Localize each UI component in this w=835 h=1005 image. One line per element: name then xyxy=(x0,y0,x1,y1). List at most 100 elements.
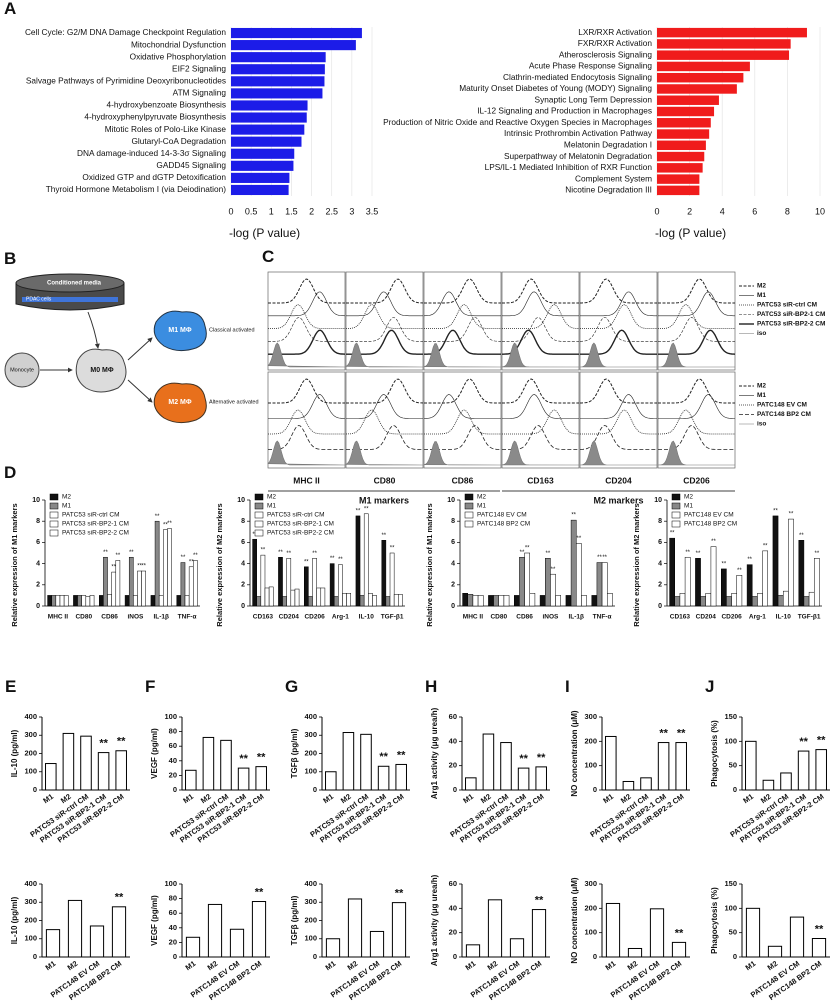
significance-label: ** xyxy=(239,753,248,765)
bar xyxy=(359,595,365,607)
bar xyxy=(657,151,705,162)
bar xyxy=(115,750,127,791)
y-tick-label: 60 xyxy=(449,712,457,721)
panel-letter: H xyxy=(425,677,437,696)
histogram-curve xyxy=(658,278,735,304)
significance-label: ** xyxy=(193,553,198,559)
bar xyxy=(767,945,783,958)
bar xyxy=(535,766,547,791)
y-axis-title: Phagocytosis (%) xyxy=(710,887,719,954)
histogram-panel xyxy=(579,271,658,371)
y-axis-title: Arg1 activity (μg urea/h) xyxy=(430,707,439,799)
legend-label: M1 xyxy=(757,392,766,399)
y-tick-label: 150 xyxy=(724,879,737,888)
histogram-curve xyxy=(580,409,657,435)
monocyte-cell xyxy=(4,352,40,388)
bar xyxy=(85,596,91,607)
bar xyxy=(329,563,335,607)
x-tick-label: iNOS xyxy=(542,614,559,621)
bar xyxy=(360,733,372,791)
category-label: Oxidative Phosphorylation xyxy=(130,51,227,61)
histogram-curve xyxy=(267,342,346,368)
bar xyxy=(73,595,78,607)
bar xyxy=(184,595,190,607)
x-tick-label: M1 xyxy=(41,792,55,805)
y-tick-label: 20 xyxy=(449,761,457,770)
bar xyxy=(111,906,127,958)
bar xyxy=(185,936,201,958)
bar xyxy=(808,591,815,607)
y-tick-label: 20 xyxy=(169,937,177,946)
panel-letter: C xyxy=(262,247,274,266)
marker-label: CD163 xyxy=(527,475,554,485)
x-tick-label: M2 xyxy=(346,959,360,972)
y-tick-label: 6 xyxy=(658,539,662,546)
histogram-curve xyxy=(268,394,346,419)
bar xyxy=(576,543,582,607)
bar xyxy=(762,550,768,607)
x-tick-label: 0.5 xyxy=(245,206,258,216)
histogram-curve xyxy=(345,440,424,466)
histogram-curve xyxy=(268,378,345,404)
x-tick-label: 3.5 xyxy=(366,206,379,216)
y-tick-label: 300 xyxy=(304,897,317,906)
panel-letter: E xyxy=(5,677,16,696)
bar xyxy=(657,118,711,128)
y-tick-label: 40 xyxy=(169,756,177,765)
legend-swatch xyxy=(671,511,681,519)
bar xyxy=(657,61,750,72)
y-tick-label: 0 xyxy=(658,603,662,610)
significance-label: ** xyxy=(137,564,142,570)
legend-label: PATC53 siR-BP2-1 CM xyxy=(62,521,129,528)
category-label: Production of Nitric Oxide and Reactive … xyxy=(383,117,652,127)
y-tick-label: 8 xyxy=(658,518,662,525)
bar xyxy=(338,564,343,607)
bar xyxy=(385,596,391,607)
x-tick-label: TNF-α xyxy=(593,614,612,621)
significance-label: ** xyxy=(659,727,668,739)
significance-label: ** xyxy=(278,550,283,556)
significance-label: ** xyxy=(814,551,819,557)
panel-letter: D xyxy=(4,463,16,482)
bar xyxy=(231,27,362,39)
arrow xyxy=(127,337,153,361)
bar xyxy=(251,901,267,958)
y-tick-label: 300 xyxy=(584,879,597,888)
significance-label: ** xyxy=(364,506,369,512)
histogram-panel xyxy=(345,371,424,469)
histogram-curve xyxy=(580,394,657,419)
histogram-panel xyxy=(657,271,736,371)
bar xyxy=(674,596,681,607)
bar xyxy=(188,566,194,607)
bar xyxy=(180,562,186,607)
x-tick-label: CD86 xyxy=(516,614,533,621)
legend-label: PATC148 BP2 CM xyxy=(477,521,530,528)
bar xyxy=(231,184,289,196)
bar xyxy=(342,593,347,607)
bar xyxy=(675,742,687,791)
significance-label: ** xyxy=(111,565,116,571)
bar xyxy=(679,593,686,607)
histogram-curve xyxy=(658,425,735,450)
bar xyxy=(627,947,643,958)
bar xyxy=(193,560,198,607)
legend-label: PATC148 EV CM xyxy=(757,402,807,409)
x-tick-label: M2 xyxy=(206,959,220,972)
bar xyxy=(565,595,572,607)
bar xyxy=(395,763,407,791)
legend-swatch xyxy=(464,520,474,528)
y-tick-label: 8 xyxy=(241,518,245,525)
bar xyxy=(581,595,587,607)
bar xyxy=(657,72,744,83)
legend-label: PATC53 siR-BP2-2 CM xyxy=(267,530,334,537)
bar xyxy=(393,594,399,607)
m2-label: M2 MΦ xyxy=(168,399,192,406)
y-axis-title: Phagocytosis (%) xyxy=(710,720,719,787)
x-tick-label: Arg-1 xyxy=(332,614,349,621)
bar xyxy=(167,528,172,607)
significance-label: ** xyxy=(155,514,160,520)
y-tick-label: 400 xyxy=(304,879,317,888)
histogram-curve xyxy=(345,409,423,435)
significance-label: ** xyxy=(597,555,602,561)
bar xyxy=(47,595,52,607)
